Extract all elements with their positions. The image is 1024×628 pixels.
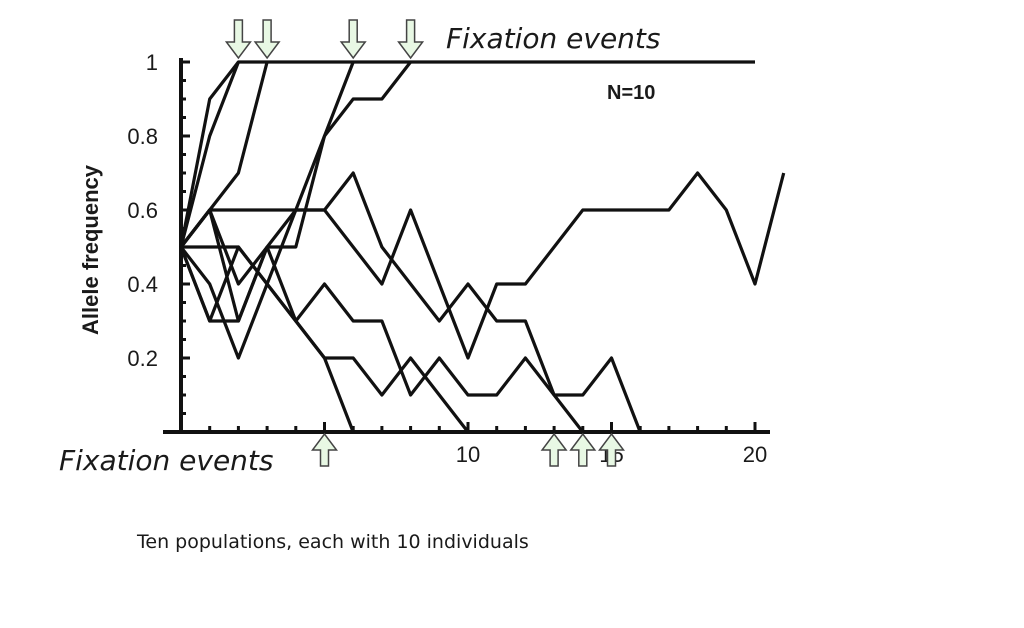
y-axis-label: Allele frequency [78,164,103,335]
fixation-arrow-up [311,432,338,467]
series-line [179,171,786,360]
fixation-arrow-down [253,19,281,60]
fixation-arrow-down [397,19,425,60]
series-line [179,245,585,433]
x-tick-label: 20 [743,442,767,467]
y-tick-label: 0.6 [127,198,158,223]
series-line [181,245,470,433]
fixation-arrow-down [339,19,367,60]
fixation-events-top-label: Fixation events [446,22,660,55]
fixation-arrow-up [598,432,625,467]
y-tick-label: 0.8 [127,124,158,149]
series-lines [179,60,786,433]
fixation-arrows [224,19,625,467]
fixation-events-bottom-label: Fixation events [59,444,273,477]
x-tick-label: 10 [456,442,480,467]
series-line [179,171,642,433]
series-line [179,61,269,248]
fixation-arrow-down [224,19,252,60]
series-line [179,245,355,433]
fixation-arrow-up [569,432,597,467]
y-tick-label: 1 [146,50,158,75]
fixation-arrow-up [540,432,568,467]
caption: Ten populations, each with 10 individual… [136,531,529,553]
series-line [179,60,755,248]
y-tick-label: 0.4 [127,272,158,297]
population-size-annotation: N=10 [607,82,655,104]
series-line [179,61,412,286]
series-line [179,61,240,248]
y-tick-label: 0.2 [127,346,158,371]
